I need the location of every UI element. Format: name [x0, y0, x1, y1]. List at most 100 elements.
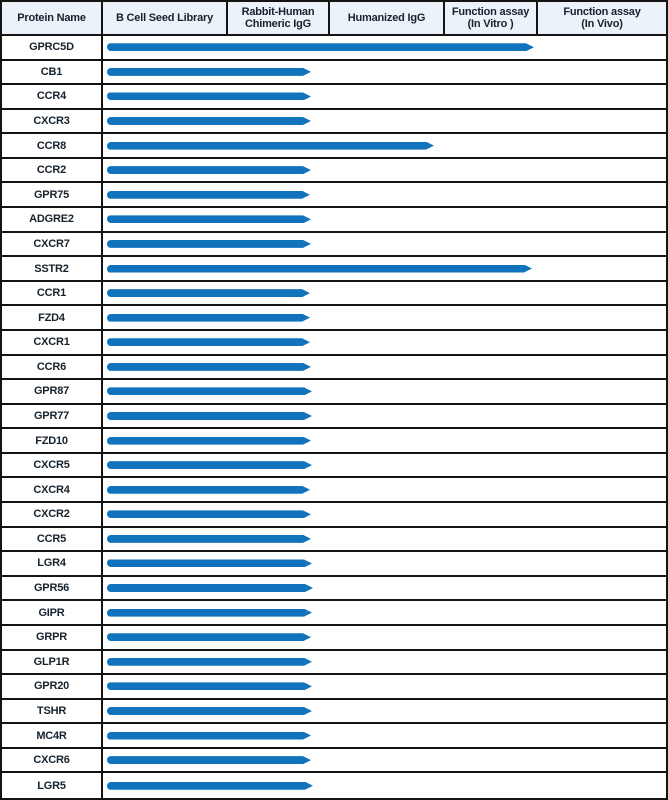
protein-name: GPR56: [2, 576, 103, 600]
progress-bar: [107, 215, 311, 223]
protein-name: GLP1R: [2, 650, 103, 674]
table-row: CXCR7: [2, 232, 666, 258]
protein-name: CXCR4: [2, 478, 103, 502]
table-row: CXCR6: [2, 748, 666, 774]
progress-bar-cell: [103, 429, 666, 452]
progress-bar-cell: [103, 134, 666, 157]
progress-bar: [107, 437, 311, 445]
table-row: GPR20: [2, 675, 666, 700]
progress-bar-cell: [103, 380, 666, 403]
table-row: CCR2: [2, 158, 666, 184]
progress-bar: [107, 535, 311, 543]
table-row: CXCR5: [2, 453, 666, 479]
progress-bar: [107, 117, 311, 125]
protein-name: CCR8: [2, 134, 103, 157]
table-row: GPR75: [2, 183, 666, 209]
progress-bar-cell: [103, 110, 666, 133]
table-row: CB1: [2, 60, 666, 86]
progress-bar: [107, 240, 311, 248]
table-row: LGR4: [2, 552, 666, 577]
protein-name: CCR2: [2, 158, 103, 182]
table-row: GPR87: [2, 380, 666, 405]
progress-bar: [107, 363, 311, 371]
protein-name: FZD10: [2, 429, 103, 452]
table-row: CXCR3: [2, 109, 666, 135]
progress-bar: [107, 338, 310, 346]
progress-bar-cell: [103, 159, 666, 182]
protein-name: LGR4: [2, 552, 103, 575]
progress-bar-cell: [103, 651, 666, 674]
progress-bar: [107, 732, 311, 740]
protein-name: GPR20: [2, 675, 103, 698]
progress-bar: [107, 461, 312, 469]
protein-name: CCR6: [2, 355, 103, 379]
protein-name: GRPR: [2, 625, 103, 649]
progress-bar-cell: [103, 85, 666, 108]
progress-bar: [107, 609, 312, 617]
column-header-protein-name: Protein Name: [2, 2, 103, 34]
table-row: CXCR1: [2, 330, 666, 356]
progress-bar-cell: [103, 405, 666, 428]
protein-name: GPR77: [2, 404, 103, 428]
table-row: ADGRE2: [2, 208, 666, 233]
column-header-humanized-igg: Humanized IgG: [330, 2, 445, 34]
table-row: CXCR2: [2, 503, 666, 528]
progress-bar: [107, 412, 312, 420]
progress-bar: [107, 782, 313, 790]
protein-name: LGR5: [2, 773, 103, 798]
protein-name: CXCR6: [2, 748, 103, 772]
progress-bar-cell: [103, 306, 666, 329]
column-header-rabbit-human-chimeric-igg: Rabbit-Human Chimeric IgG: [228, 2, 330, 34]
column-header-function-assay-in-vitro: Function assay (In Vitro ): [445, 2, 538, 34]
progress-bar: [107, 68, 311, 76]
protein-name: CXCR1: [2, 330, 103, 354]
progress-bar-cell: [103, 700, 666, 723]
progress-bar-cell: [103, 36, 666, 59]
protein-name: CB1: [2, 60, 103, 84]
progress-bar-cell: [103, 626, 666, 649]
progress-bar-cell: [103, 331, 666, 354]
progress-bar-cell: [103, 601, 666, 624]
protein-name: GPRC5D: [2, 36, 103, 59]
protein-name: TSHR: [2, 699, 103, 723]
progress-bar: [107, 584, 313, 592]
protein-name: FZD4: [2, 306, 103, 329]
progress-bar: [107, 510, 311, 518]
progress-bar-cell: [103, 478, 666, 501]
progress-bar: [107, 166, 311, 174]
protein-name: GPR75: [2, 183, 103, 207]
progress-bar-cell: [103, 675, 666, 698]
table-body: GPRC5D CB1 CCR4 CXCR3 CCR8 CCR2: [2, 36, 666, 798]
protein-name: CCR4: [2, 85, 103, 108]
progress-bar-cell: [103, 528, 666, 551]
protein-name: MC4R: [2, 724, 103, 747]
table-row: GPR56: [2, 576, 666, 602]
progress-bar-cell: [103, 454, 666, 477]
progress-bar-cell: [103, 282, 666, 305]
progress-bar: [107, 265, 532, 273]
table-row: MC4R: [2, 724, 666, 749]
protein-name: GPR87: [2, 380, 103, 403]
table-row: GIPR: [2, 601, 666, 626]
table-row: CCR1: [2, 281, 666, 307]
progress-bar-cell: [103, 356, 666, 379]
table-row: CCR8: [2, 134, 666, 159]
progress-bar-cell: [103, 233, 666, 256]
table-header-row: Protein Name B Cell Seed Library Rabbit-…: [2, 2, 666, 36]
protein-name: SSTR2: [2, 257, 103, 280]
table-row: TSHR: [2, 699, 666, 725]
progress-bar-cell: [103, 208, 666, 231]
table-row: GPRC5D: [2, 36, 666, 61]
table-row: SSTR2: [2, 257, 666, 282]
progress-bar: [107, 486, 310, 494]
progress-bar: [107, 559, 312, 567]
table-row: CXCR4: [2, 478, 666, 504]
progress-bar: [107, 756, 311, 764]
table-row: CCR5: [2, 527, 666, 553]
table-row: CCR6: [2, 355, 666, 381]
progress-bar-cell: [103, 724, 666, 747]
progress-bar: [107, 191, 310, 199]
progress-bar-cell: [103, 749, 666, 772]
protein-name: CXCR7: [2, 232, 103, 256]
